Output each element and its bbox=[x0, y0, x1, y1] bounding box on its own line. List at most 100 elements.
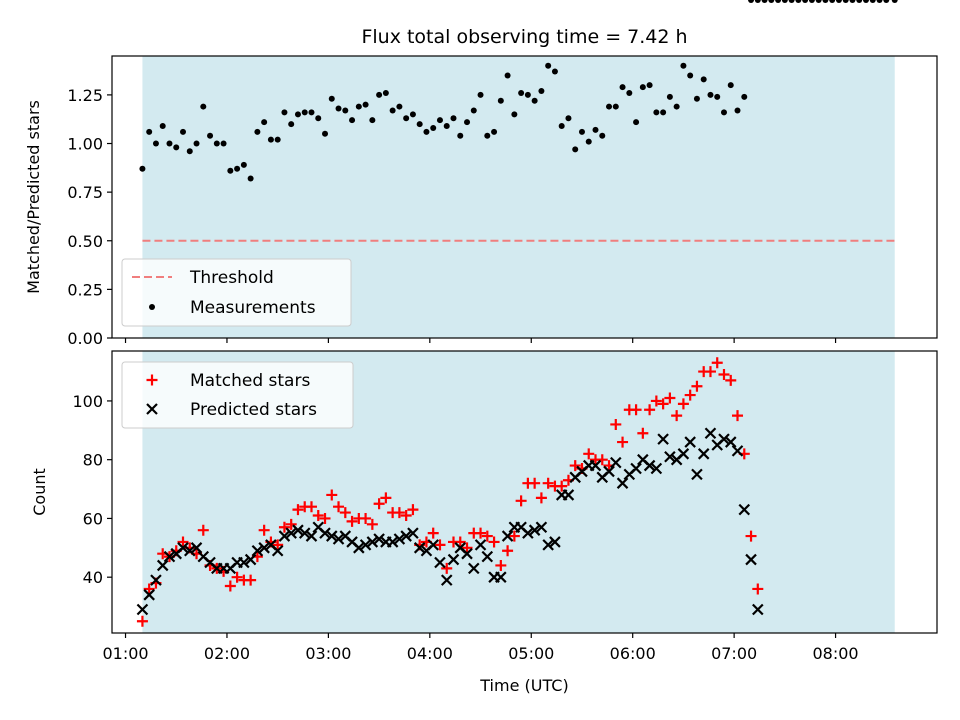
matched-star-point bbox=[745, 530, 757, 542]
predicted-star-point bbox=[427, 539, 439, 551]
matched-star-point bbox=[596, 454, 608, 466]
legend-measurements-swatch bbox=[149, 304, 155, 310]
matched-star-point bbox=[407, 504, 419, 516]
measurement-point bbox=[673, 103, 680, 110]
predicted-star-point bbox=[373, 533, 385, 545]
predicted-star-point bbox=[332, 533, 345, 545]
matched-star-point bbox=[630, 404, 642, 416]
bottom-plot-frame bbox=[111, 350, 938, 634]
x-tick-label: 07:00 bbox=[711, 644, 757, 663]
predicted-star-point bbox=[319, 527, 331, 539]
measurement-point bbox=[761, 0, 768, 3]
measurement-point bbox=[842, 0, 849, 3]
x-tick-label: 08:00 bbox=[813, 644, 859, 663]
predicted-star-point bbox=[542, 539, 554, 551]
measurement-point bbox=[849, 0, 856, 3]
predicted-star-point bbox=[610, 456, 622, 469]
predicted-star-point bbox=[163, 550, 176, 563]
top-y-tick-label: 1.25 bbox=[67, 86, 103, 105]
measurement-point bbox=[891, 0, 898, 3]
matched-star-point bbox=[704, 366, 716, 378]
bottom-y-tick-label: 80 bbox=[83, 451, 103, 470]
measurement-point bbox=[328, 95, 335, 102]
matched-star-point bbox=[684, 389, 696, 401]
matched-star-point bbox=[400, 510, 412, 521]
matched-star-point bbox=[617, 436, 629, 448]
matched-star-point bbox=[671, 410, 683, 422]
count-panel: 01:00 02:00 03:00 04:00 05:00 06:00 07:00 08:00… bbox=[72, 350, 938, 663]
predicted-star-point bbox=[549, 536, 561, 548]
predicted-star-point bbox=[298, 527, 311, 539]
matched-star-point bbox=[393, 507, 405, 519]
predicted-star-point bbox=[731, 445, 744, 457]
predicted-star-point bbox=[677, 448, 690, 460]
measurement-point bbox=[754, 0, 761, 3]
predicted-star-point bbox=[589, 459, 602, 472]
measurement-point bbox=[606, 103, 613, 110]
predicted-star-point bbox=[434, 556, 446, 569]
matched-star-point bbox=[258, 524, 270, 536]
measurement-point bbox=[795, 0, 802, 3]
predicted-star-point bbox=[664, 450, 676, 463]
measurement-point bbox=[288, 121, 295, 128]
matched-star-point bbox=[326, 489, 338, 501]
measurement-point bbox=[146, 128, 153, 135]
measurement-point bbox=[173, 144, 180, 151]
bottom-legend: Matched stars Predicted stars bbox=[121, 361, 354, 429]
measurement-point bbox=[633, 119, 640, 126]
measurement-point bbox=[518, 89, 525, 96]
predicted-star-point bbox=[643, 459, 656, 472]
predicted-star-point bbox=[481, 550, 494, 563]
measurement-point bbox=[261, 119, 268, 126]
matched-star-point bbox=[373, 498, 385, 510]
bottom-y-tick-label: 60 bbox=[83, 509, 103, 528]
measurement-point bbox=[504, 72, 511, 79]
measurement-point bbox=[531, 97, 538, 104]
measurement-point bbox=[159, 123, 166, 130]
measurement-point bbox=[802, 0, 809, 3]
predicted-star-point bbox=[285, 527, 297, 539]
matched-star-point bbox=[650, 395, 662, 407]
matched-star-point bbox=[461, 542, 473, 554]
measurement-point bbox=[558, 123, 565, 130]
matched-star-point bbox=[542, 477, 554, 489]
matched-star-point bbox=[691, 380, 703, 392]
measurement-point bbox=[599, 132, 606, 139]
predicted-star-point bbox=[407, 527, 419, 539]
measurement-point bbox=[315, 115, 322, 122]
predicted-star-point bbox=[522, 527, 534, 539]
matched-star-point bbox=[441, 562, 453, 574]
x-tick-label: 04:00 bbox=[407, 644, 453, 663]
measurement-point bbox=[470, 107, 477, 114]
predicted-star-point bbox=[136, 603, 149, 616]
measurement-point bbox=[267, 136, 274, 143]
measurement-point bbox=[660, 109, 667, 116]
measurement-point bbox=[727, 82, 734, 89]
matched-star-point bbox=[610, 418, 622, 430]
x-tick-label: 02:00 bbox=[204, 644, 250, 663]
matched-star-point bbox=[752, 583, 764, 595]
matched-star-point bbox=[556, 480, 568, 492]
matched-star-point bbox=[502, 545, 514, 557]
measurement-point bbox=[869, 0, 876, 3]
measurement-point bbox=[626, 89, 633, 96]
matched-star-point bbox=[197, 524, 209, 536]
predicted-star-point bbox=[278, 530, 291, 542]
measurement-point bbox=[234, 165, 241, 172]
matched-star-point bbox=[475, 527, 487, 539]
legend-measurements-label: Measurements bbox=[190, 298, 316, 318]
measurement-point bbox=[714, 93, 721, 100]
matched-star-point bbox=[360, 512, 372, 524]
measurement-point bbox=[376, 91, 383, 98]
measurement-point bbox=[166, 140, 173, 147]
measurement-point bbox=[484, 132, 491, 139]
measurement-point bbox=[254, 128, 261, 135]
matched-star-point bbox=[569, 460, 581, 472]
top-y-tick-label: 0.25 bbox=[67, 280, 103, 299]
matched-star-point bbox=[319, 512, 331, 524]
legend-threshold-label: Threshold bbox=[189, 268, 274, 288]
matched-star-point bbox=[495, 559, 507, 571]
measurement-point bbox=[430, 124, 437, 131]
predicted-star-point bbox=[251, 544, 264, 557]
measurement-point bbox=[382, 89, 389, 96]
